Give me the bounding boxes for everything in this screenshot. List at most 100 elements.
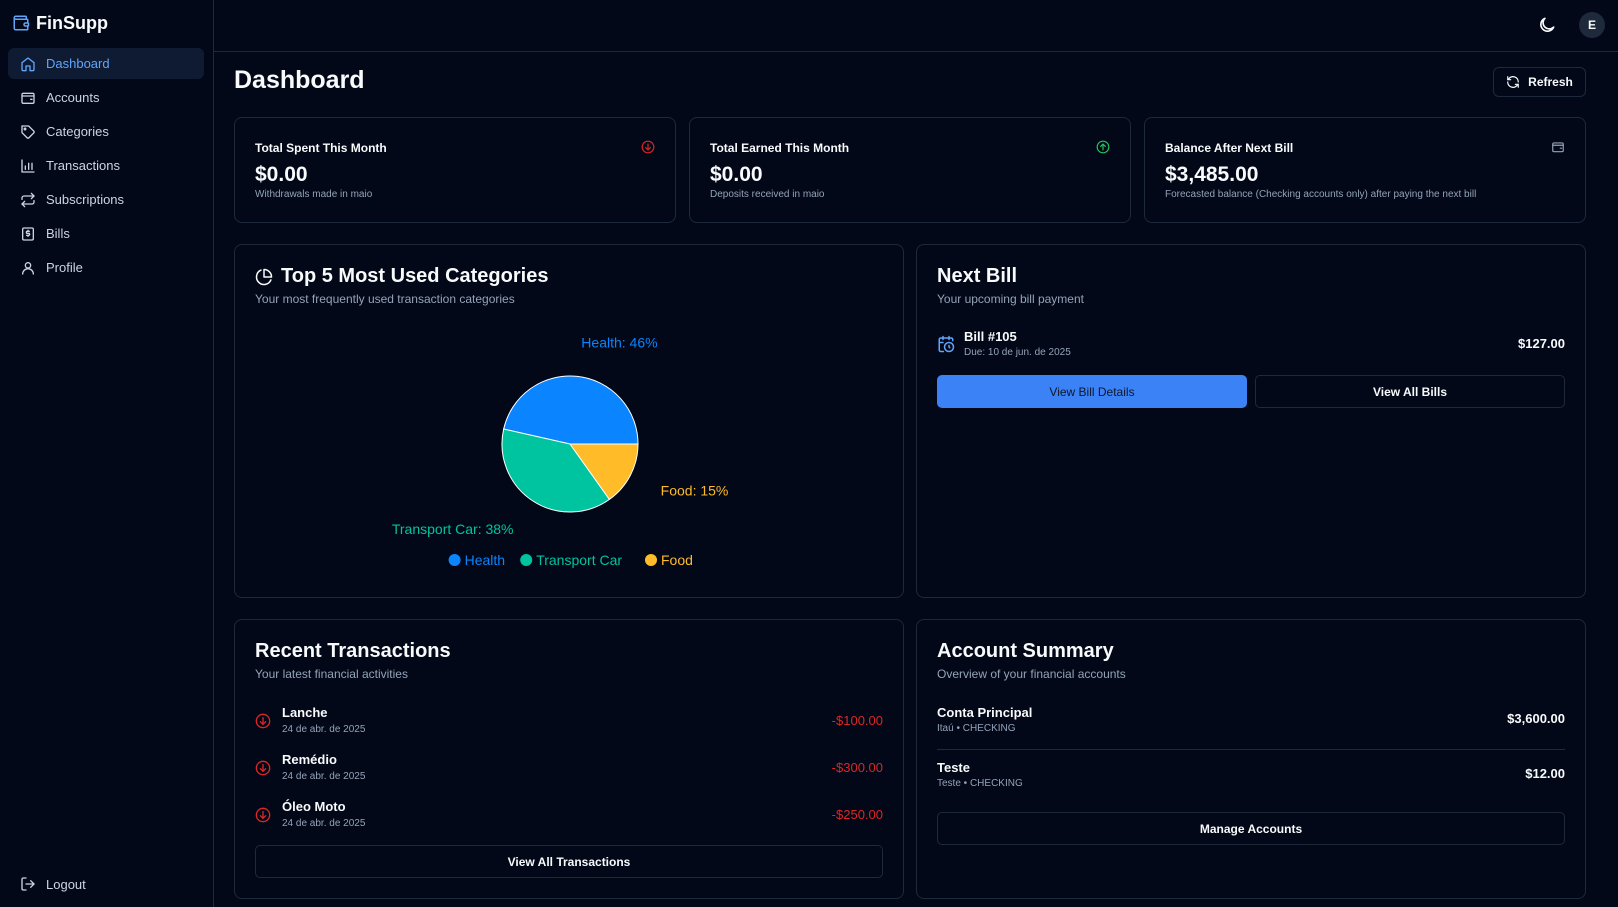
next-bill-title: Next Bill [937,265,1018,287]
legend-item-transport-car[interactable]: Transport Car [536,552,622,568]
account-name: Conta Principal [937,705,1033,720]
transaction-amount: -$250.00 [831,807,883,822]
next-bill-card: Next Bill Your upcoming bill payment Bil… [916,244,1586,598]
stat-subtitle: Deposits received in maio [710,189,825,200]
pie-slice-food[interactable] [569,443,639,501]
categories-title: Top 5 Most Used Categories [255,265,548,288]
account-name: Teste [937,760,970,775]
bill-row: Bill #105 Due: 10 de jun. de 2025 $127.0… [937,329,1565,361]
transaction-date: 24 de abr. de 2025 [282,771,366,782]
refresh-label: Refresh [1528,75,1573,89]
brand[interactable]: FinSupp [12,10,108,36]
stat-title: Total Earned This Month [710,141,850,155]
arrow-down-circle-icon [255,760,271,776]
sidebar-item-label: Transactions [46,158,120,173]
wallet-logo-icon [13,15,30,31]
stat-card-spent: Total Spent This Month $0.00 Withdrawals… [234,117,676,223]
legend-dot-food [645,554,657,566]
recent-subtitle: Your latest financial activities [255,667,408,681]
bill-name: Bill #105 [964,329,1017,344]
transaction-name: Lanche [282,705,328,720]
sidebar-nav: Dashboard Accounts Categories Transactio… [8,48,204,286]
refresh-button[interactable]: Refresh [1493,67,1586,97]
transaction-date: 24 de abr. de 2025 [282,818,366,829]
sidebar-item-profile[interactable]: Profile [8,252,204,283]
top-bar [214,0,1618,52]
sidebar-item-label: Categories [46,124,109,139]
arrow-up-circle-icon [1096,140,1110,154]
account-meta: Teste • CHECKING [937,778,1023,789]
sidebar-item-label: Accounts [46,90,100,105]
stat-card-earned: Total Earned This Month $0.00 Deposits r… [689,117,1131,223]
receipt-icon [22,226,34,241]
sidebar-item-transactions[interactable]: Transactions [8,150,204,181]
theme-toggle-button[interactable] [1537,15,1557,35]
bill-due-date: Due: 10 de jun. de 2025 [964,347,1071,358]
legend-dot-health [448,554,461,566]
sidebar-item-subscriptions[interactable]: Subscriptions [8,184,204,215]
pie-label-food: Food: 15% [661,483,729,499]
sidebar-item-categories[interactable]: Categories [8,116,204,147]
sidebar-item-label: Subscriptions [46,192,125,207]
arrow-down-circle-icon [255,713,271,729]
stat-title: Balance After Next Bill [1165,141,1294,155]
account-summary-title: Account Summary [937,640,1114,662]
legend-dot-transport-car [520,554,533,566]
sidebar-item-accounts[interactable]: Accounts [8,82,204,113]
stat-value: $0.00 [255,163,308,186]
logout-icon [21,877,35,891]
transaction-row[interactable]: Óleo Moto 24 de abr. de 2025 -$250.00 [255,799,883,835]
recent-title: Recent Transactions [255,640,451,662]
page-title: Dashboard [234,66,365,94]
transaction-row[interactable]: Remédio 24 de abr. de 2025 -$300.00 [255,752,883,788]
logout-button[interactable]: Logout [20,876,86,892]
manage-accounts-button[interactable]: Manage Accounts [937,812,1565,845]
bar-chart-icon [21,158,35,173]
transaction-name: Óleo Moto [282,799,346,814]
home-icon [21,56,35,71]
sidebar: FinSupp Dashboard Accounts Categories Tr… [0,0,214,907]
view-all-bills-button[interactable]: View All Bills [1255,375,1565,408]
transaction-date: 24 de abr. de 2025 [282,724,366,735]
bill-amount: $127.00 [1518,336,1565,351]
legend-item-food[interactable]: Food [661,552,693,568]
account-summary-subtitle: Overview of your financial accounts [937,667,1126,681]
transaction-amount: -$100.00 [831,713,883,728]
pie-slice-transport-car[interactable] [501,428,611,513]
wallet-icon [21,92,35,104]
account-meta: Itaú • CHECKING [937,723,1016,734]
sidebar-item-dashboard[interactable]: Dashboard [8,48,204,79]
stat-title: Total Spent This Month [255,141,387,155]
moon-icon [1540,17,1555,32]
brand-name: FinSupp [36,12,108,33]
account-row[interactable]: Teste Teste • CHECKING $12.00 [937,760,1565,805]
view-bill-details-button[interactable]: View Bill Details [937,375,1247,408]
sidebar-item-label: Bills [46,226,70,241]
transaction-amount: -$300.00 [831,760,883,775]
pie-label-health: Health: 46% [581,335,657,351]
refresh-icon [1507,76,1519,88]
arrow-down-circle-icon [641,140,655,154]
categories-card: Top 5 Most Used Categories Your most fre… [234,244,904,598]
wallet-icon [1552,142,1564,153]
pie-label-transport-car: Transport Car: 38% [392,521,514,537]
transaction-row[interactable]: Lanche 24 de abr. de 2025 -$100.00 [255,705,883,741]
pie-slice-health[interactable] [503,375,639,445]
sidebar-item-label: Profile [46,260,83,275]
user-icon [22,261,34,275]
arrow-down-circle-icon [255,807,271,823]
stat-card-balance: Balance After Next Bill $3,485.00 Foreca… [1144,117,1586,223]
transaction-name: Remédio [282,752,337,767]
tag-icon [21,124,35,139]
account-row[interactable]: Conta Principal Itaú • CHECKING $3,600.0… [937,705,1565,750]
sidebar-item-label: Dashboard [46,56,110,71]
pie-chart-icon [255,268,273,285]
legend-item-health[interactable]: Health [465,552,505,568]
avatar[interactable]: E [1579,12,1605,38]
logout-label: Logout [46,876,86,892]
view-all-transactions-button[interactable]: View All Transactions [255,845,883,878]
sidebar-item-bills[interactable]: Bills [8,218,204,249]
stat-value: $0.00 [710,163,763,186]
account-summary-card: Account Summary Overview of your financi… [916,619,1586,899]
